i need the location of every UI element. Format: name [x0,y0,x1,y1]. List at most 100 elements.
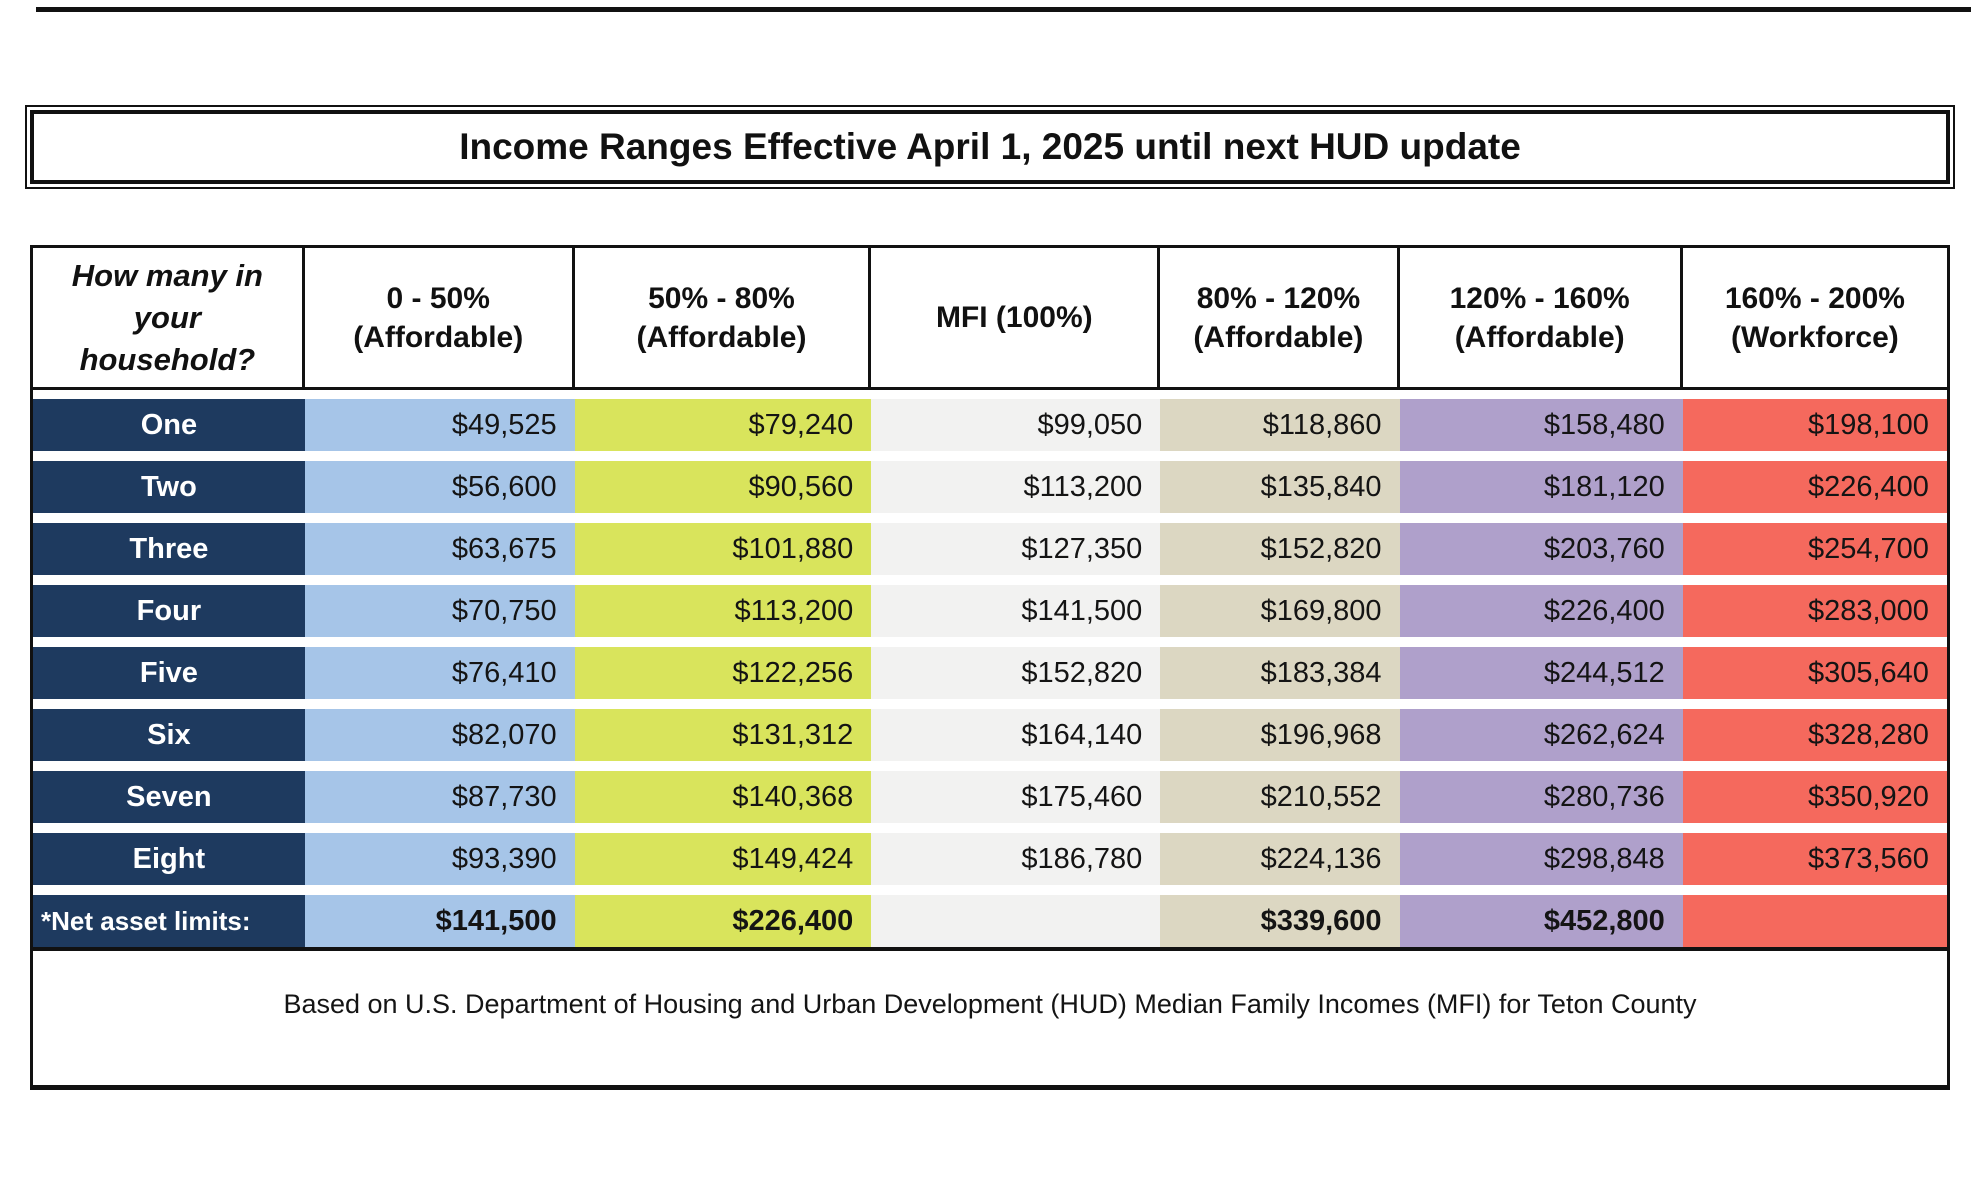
row-label: Four [33,585,305,637]
column-header-category: (Affordable) [636,320,807,354]
income-cell: $226,400 [1682,461,1947,513]
income-cell: $82,070 [304,709,575,761]
row-label: Six [33,709,305,761]
income-cell: $70,750 [304,585,575,637]
income-cell: $226,400 [1399,585,1683,637]
income-cell: $203,760 [1399,523,1683,575]
column-header-category: (Affordable) [353,320,524,354]
income-cell: $283,000 [1682,585,1947,637]
column-header-range: 0 - 50% [386,281,490,315]
income-cell: $152,820 [871,647,1161,699]
income-cell: $135,840 [1160,461,1400,513]
net-asset-cell: $339,600 [1160,895,1400,947]
income-cell: $118,860 [1160,399,1400,451]
column-header-50-80: 50% - 80% (Affordable) [575,248,872,387]
income-cell: $90,560 [574,461,872,513]
income-cell: $149,424 [574,833,872,885]
column-header-category: (Affordable) [1193,320,1364,354]
net-asset-cell: $226,400 [574,895,872,947]
column-header-range: 80% - 120% [1196,281,1361,315]
row-label: Eight [33,833,305,885]
title-banner: Income Ranges Effective April 1, 2025 un… [30,110,1950,184]
net-asset-cell [871,895,1161,947]
table-body: One $49,525 $79,240 $99,050 $118,860 $15… [33,390,1947,947]
column-header-category: (Workforce) [1730,320,1899,354]
net-asset-cell [1682,895,1947,947]
income-cell: $164,140 [871,709,1161,761]
income-cell: $79,240 [574,399,872,451]
income-cell: $141,500 [871,585,1161,637]
income-cell: $254,700 [1682,523,1947,575]
income-cell: $305,640 [1682,647,1947,699]
body-footer-divider [33,947,1947,951]
income-cell: $175,460 [871,771,1161,823]
page-title: Income Ranges Effective April 1, 2025 un… [459,126,1521,167]
table-row-net-asset-limits: *Net asset limits: $141,500 $226,400 $33… [33,895,1947,947]
table-row-eight: Eight $93,390 $149,424 $186,780 $224,136… [33,833,1947,885]
income-cell: $328,280 [1682,709,1947,761]
income-cell: $131,312 [574,709,872,761]
row-label: Two [33,461,305,513]
income-cell: $244,512 [1399,647,1683,699]
income-cell: $99,050 [871,399,1161,451]
income-cell: $113,200 [574,585,872,637]
income-cell: $87,730 [304,771,575,823]
income-table: How many in your household? 0 - 50% (Aff… [30,245,1950,1090]
column-header-range: 120% - 160% [1449,281,1630,315]
column-header-range: 160% - 200% [1724,281,1905,315]
footnote-box: Based on U.S. Department of Housing and … [33,951,1947,1085]
table-header-row: How many in your household? 0 - 50% (Aff… [33,248,1947,390]
income-cell: $298,848 [1399,833,1683,885]
income-cell: $210,552 [1160,771,1400,823]
income-cell: $127,350 [871,523,1161,575]
income-cell: $262,624 [1399,709,1683,761]
income-cell: $196,968 [1160,709,1400,761]
table-row-four: Four $70,750 $113,200 $141,500 $169,800 … [33,585,1947,637]
column-header-range: MFI (100%) [935,301,1093,334]
income-cell: $224,136 [1160,833,1400,885]
income-cell: $186,780 [871,833,1161,885]
column-header-category: (Affordable) [1454,320,1625,354]
income-cell: $198,100 [1682,399,1947,451]
column-header-0-50: 0 - 50% (Affordable) [305,248,575,387]
row-label: Five [33,647,305,699]
income-cell: $350,920 [1682,771,1947,823]
income-cell: $93,390 [304,833,575,885]
column-header-range: 50% - 80% [648,281,795,315]
table-row-seven: Seven $87,730 $140,368 $175,460 $210,552… [33,771,1947,823]
income-cell: $158,480 [1399,399,1683,451]
column-header-80-120: 80% - 120% (Affordable) [1160,248,1400,387]
row-label: One [33,399,305,451]
income-cell: $169,800 [1160,585,1400,637]
column-header-mfi: MFI (100%) [871,248,1161,387]
footnote-text: Based on U.S. Department of Housing and … [283,988,1697,1019]
income-cell: $122,256 [574,647,872,699]
net-asset-cell: $141,500 [304,895,575,947]
table-row-five: Five $76,410 $122,256 $152,820 $183,384 … [33,647,1947,699]
income-cell: $63,675 [304,523,575,575]
row-label: Three [33,523,305,575]
net-asset-cell: $452,800 [1399,895,1683,947]
row-label-net-asset: *Net asset limits: [33,895,305,947]
income-cell: $373,560 [1682,833,1947,885]
table-row-six: Six $82,070 $131,312 $164,140 $196,968 $… [33,709,1947,761]
income-cell: $280,736 [1399,771,1683,823]
table-row-two: Two $56,600 $90,560 $113,200 $135,840 $1… [33,461,1947,513]
income-cell: $49,525 [304,399,575,451]
column-header-120-160: 120% - 160% (Affordable) [1400,248,1683,387]
income-cell: $113,200 [871,461,1161,513]
income-cell: $101,880 [574,523,872,575]
income-cell: $181,120 [1399,461,1683,513]
column-header-household-size: How many in your household? [33,248,305,387]
column-header-160-200: 160% - 200% (Workforce) [1683,248,1947,387]
income-cell: $183,384 [1160,647,1400,699]
income-cell: $140,368 [574,771,872,823]
row-label: Seven [33,771,305,823]
table-row-three: Three $63,675 $101,880 $127,350 $152,820… [33,523,1947,575]
income-cell: $152,820 [1160,523,1400,575]
income-cell: $56,600 [304,461,575,513]
table-row-one: One $49,525 $79,240 $99,050 $118,860 $15… [33,399,1947,451]
top-rule [36,7,1971,12]
income-cell: $76,410 [304,647,575,699]
